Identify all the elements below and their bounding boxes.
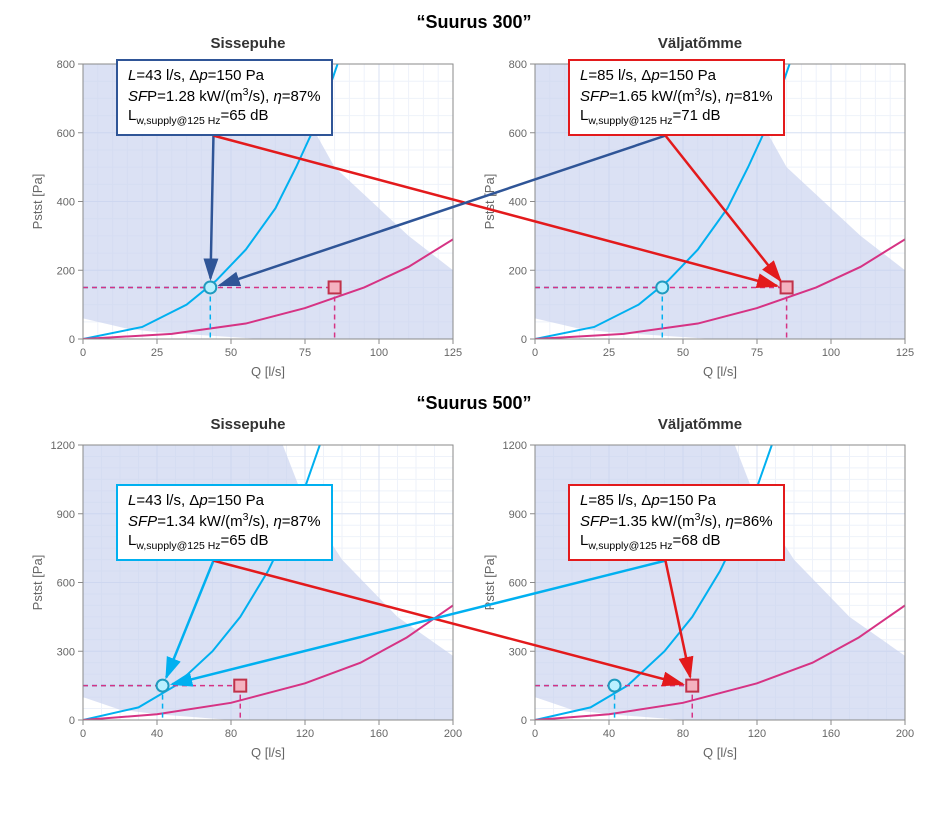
chart-panel: Sissepuhe 0 25 50 75 100 125 0 200 400 600 800 Q [l/…	[28, 35, 468, 389]
callout-line: SFP=1.65 kW/(m3/s), η=81%	[580, 86, 773, 107]
callout-line: Lw,supply@125 Hz=68 dB	[580, 532, 773, 553]
svg-text:1200: 1200	[51, 440, 75, 452]
svg-text:600: 600	[509, 128, 527, 140]
callout-line: Lw,supply@125 Hz=65 dB	[128, 532, 321, 553]
callout-line: SFP=1.35 kW/(m3/s), η=86%	[580, 511, 773, 532]
svg-text:40: 40	[603, 728, 615, 740]
svg-text:40: 40	[151, 728, 163, 740]
svg-text:80: 80	[225, 728, 237, 740]
svg-text:0: 0	[521, 334, 527, 346]
svg-text:0: 0	[80, 347, 86, 359]
svg-text:Q [l/s]: Q [l/s]	[703, 745, 737, 760]
callout-line: L=43 l/s, Δp=150 Pa	[128, 492, 321, 511]
svg-text:75: 75	[751, 347, 763, 359]
svg-text:800: 800	[57, 59, 75, 71]
svg-text:25: 25	[151, 347, 163, 359]
callout-line: SFP=1.28 kW/(m3/s), η=87%	[128, 86, 321, 107]
svg-text:0: 0	[69, 715, 75, 727]
svg-text:125: 125	[444, 347, 462, 359]
svg-text:Pstst [Pa]: Pstst [Pa]	[482, 555, 497, 611]
panel-title: Sissepuhe	[28, 416, 468, 433]
svg-text:0: 0	[80, 728, 86, 740]
svg-text:400: 400	[57, 197, 75, 209]
svg-text:50: 50	[225, 347, 237, 359]
section-title: “Suurus 500”	[8, 393, 940, 414]
svg-text:Pstst [Pa]: Pstst [Pa]	[30, 174, 45, 230]
svg-text:160: 160	[822, 728, 840, 740]
svg-text:600: 600	[57, 578, 75, 590]
chart-panel: Väljatõmme 0 25 50 75 100 125 0 200 400 600 800 Q [l…	[480, 35, 920, 389]
svg-text:120: 120	[296, 728, 314, 740]
chart-panel: Väljatõmme 0 40 80 120 160 200 0 300 600 900 1200 Q …	[480, 416, 920, 770]
callout-box: L=85 l/s, Δp=150 PaSFP=1.65 kW/(m3/s), η…	[568, 59, 785, 136]
svg-text:100: 100	[822, 347, 840, 359]
svg-text:80: 80	[677, 728, 689, 740]
svg-text:600: 600	[509, 578, 527, 590]
svg-text:Pstst [Pa]: Pstst [Pa]	[30, 555, 45, 611]
svg-text:50: 50	[677, 347, 689, 359]
panel-title: Sissepuhe	[28, 35, 468, 52]
svg-text:1200: 1200	[503, 440, 527, 452]
svg-text:100: 100	[370, 347, 388, 359]
callout-line: Lw,supply@125 Hz=65 dB	[128, 107, 321, 128]
svg-text:400: 400	[509, 197, 527, 209]
svg-text:0: 0	[69, 334, 75, 346]
svg-text:900: 900	[57, 509, 75, 521]
svg-text:160: 160	[370, 728, 388, 740]
callout-line: L=85 l/s, Δp=150 Pa	[580, 67, 773, 86]
callout-line: L=43 l/s, Δp=150 Pa	[128, 67, 321, 86]
svg-text:200: 200	[444, 728, 462, 740]
section-title: “Suurus 300”	[8, 12, 940, 33]
callout-box: L=43 l/s, Δp=150 PaSFP=1.28 kW/(m3/s), η…	[116, 59, 333, 136]
panel-title: Väljatõmme	[480, 416, 920, 433]
svg-text:200: 200	[509, 265, 527, 277]
svg-text:900: 900	[509, 509, 527, 521]
svg-text:200: 200	[57, 265, 75, 277]
svg-text:Pstst [Pa]: Pstst [Pa]	[482, 174, 497, 230]
svg-text:75: 75	[299, 347, 311, 359]
svg-text:Q [l/s]: Q [l/s]	[251, 364, 285, 379]
svg-text:0: 0	[521, 715, 527, 727]
panel-title: Väljatõmme	[480, 35, 920, 52]
svg-text:Q [l/s]: Q [l/s]	[703, 364, 737, 379]
svg-text:120: 120	[748, 728, 766, 740]
svg-text:300: 300	[509, 646, 527, 658]
svg-text:800: 800	[509, 59, 527, 71]
chart-row: Sissepuhe 0 25 50 75 100 125 0 200 400 600 800 Q [l/…	[8, 35, 940, 389]
callout-box: L=43 l/s, Δp=150 PaSFP=1.34 kW/(m3/s), η…	[116, 484, 333, 561]
svg-text:300: 300	[57, 646, 75, 658]
svg-text:600: 600	[57, 128, 75, 140]
callout-line: Lw,supply@125 Hz=71 dB	[580, 107, 773, 128]
chart-row: Sissepuhe0408012016020003006009001200Q […	[8, 416, 940, 770]
chart-panel: Sissepuhe 0 40 80 120 160 200 0 300 600 900 1200 Q […	[28, 416, 468, 770]
svg-text:25: 25	[603, 347, 615, 359]
callout-line: SFP=1.34 kW/(m3/s), η=87%	[128, 511, 321, 532]
svg-text:125: 125	[896, 347, 914, 359]
svg-text:0: 0	[532, 728, 538, 740]
svg-text:200: 200	[896, 728, 914, 740]
callout-box: L=85 l/s, Δp=150 PaSFP=1.35 kW/(m3/s), η…	[568, 484, 785, 561]
svg-text:Q [l/s]: Q [l/s]	[251, 745, 285, 760]
svg-text:0: 0	[532, 347, 538, 359]
callout-line: L=85 l/s, Δp=150 Pa	[580, 492, 773, 511]
root: “Suurus 300” Sissepuhe 0 25 50 75 100 125 0 200 40…	[8, 12, 940, 770]
